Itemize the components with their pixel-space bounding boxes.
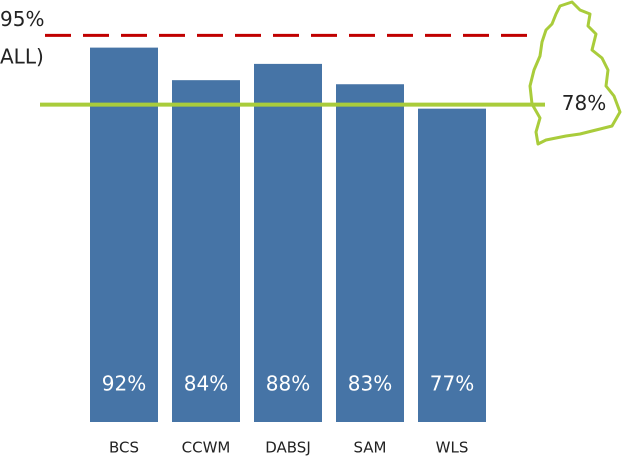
value-label: 84%: [184, 372, 228, 396]
value-label: 83%: [348, 372, 392, 396]
bar: [418, 108, 486, 422]
annotation: ALL): [0, 45, 44, 69]
bar: [172, 80, 240, 423]
bar: [90, 47, 158, 423]
x-tick-label: DABSJ: [265, 439, 311, 457]
x-tick-label: CCWM: [182, 439, 231, 457]
reference-label: 95%: [0, 7, 44, 31]
value-label: 88%: [266, 372, 310, 396]
reference-label: 78%: [562, 91, 606, 115]
x-tick-label: SAM: [353, 439, 386, 457]
bar: [254, 63, 322, 422]
value-label: 92%: [102, 372, 146, 396]
value-label: 77%: [430, 372, 474, 396]
x-tick-label: BCS: [109, 439, 139, 457]
x-tick-label: WLS: [436, 439, 469, 457]
michigan-outline: [528, 0, 622, 146]
bar: [336, 84, 404, 423]
